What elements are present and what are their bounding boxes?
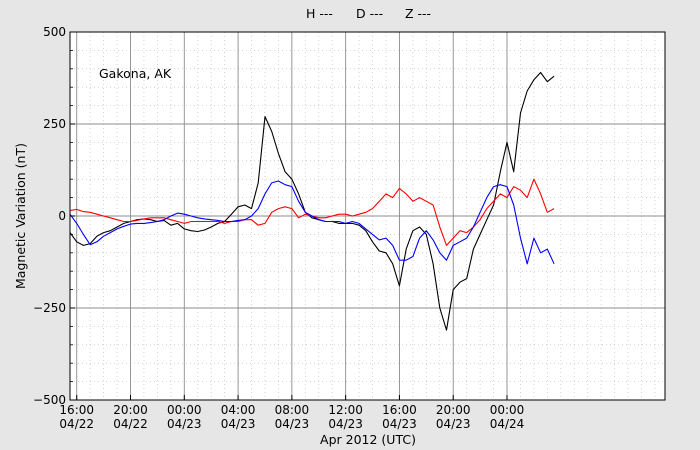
x-tick-label-date: 04/23 [275,417,310,431]
x-tick-label-time: 00:00 [167,403,202,417]
x-tick-label-date: 04/23 [328,417,363,431]
x-tick-label-date: 04/23 [436,417,471,431]
x-tick-label-time: 08:00 [275,403,310,417]
y-axis-label: Magnetic Variation (nT) [13,143,28,289]
station-annotation: Gakona, AK [99,66,172,81]
x-axis-label: Apr 2012 (UTC) [320,432,416,447]
x-tick-label-time: 16:00 [382,403,417,417]
series-line-z [69,180,555,265]
y-tick-label: −500 [33,393,66,407]
y-tick-label: 500 [43,25,66,39]
x-tick-label-time: 20:00 [113,403,148,417]
x-tick-label-date: 04/24 [490,417,525,431]
x-tick-label-date: 04/22 [113,417,148,431]
legend-h: H --- [306,6,333,21]
x-tick-label-time: 12:00 [328,403,363,417]
x-tick-label-date: 04/23 [382,417,417,431]
legend-z: Z --- [405,6,431,21]
legend: H --- D --- Z --- [306,6,431,21]
x-tick-label-time: 04:00 [221,403,256,417]
x-tick-label-date: 04/22 [59,417,94,431]
y-tick-label: 250 [43,117,66,131]
x-tick-label-time: 20:00 [436,403,471,417]
x-tick-label-date: 04/23 [167,417,202,431]
series-lines [69,71,555,331]
series-line-h [69,71,555,331]
grid [70,32,665,400]
y-tick-label: −250 [33,301,66,315]
y-tick-label: 0 [58,209,66,223]
x-tick-label-time: 00:00 [490,403,525,417]
axis-ticks: 16:0004/2220:0004/2200:0004/2304:0004/23… [33,25,524,431]
x-tick-label-date: 04/23 [221,417,256,431]
legend-d: D --- [356,6,383,21]
x-tick-label-time: 16:00 [59,403,94,417]
